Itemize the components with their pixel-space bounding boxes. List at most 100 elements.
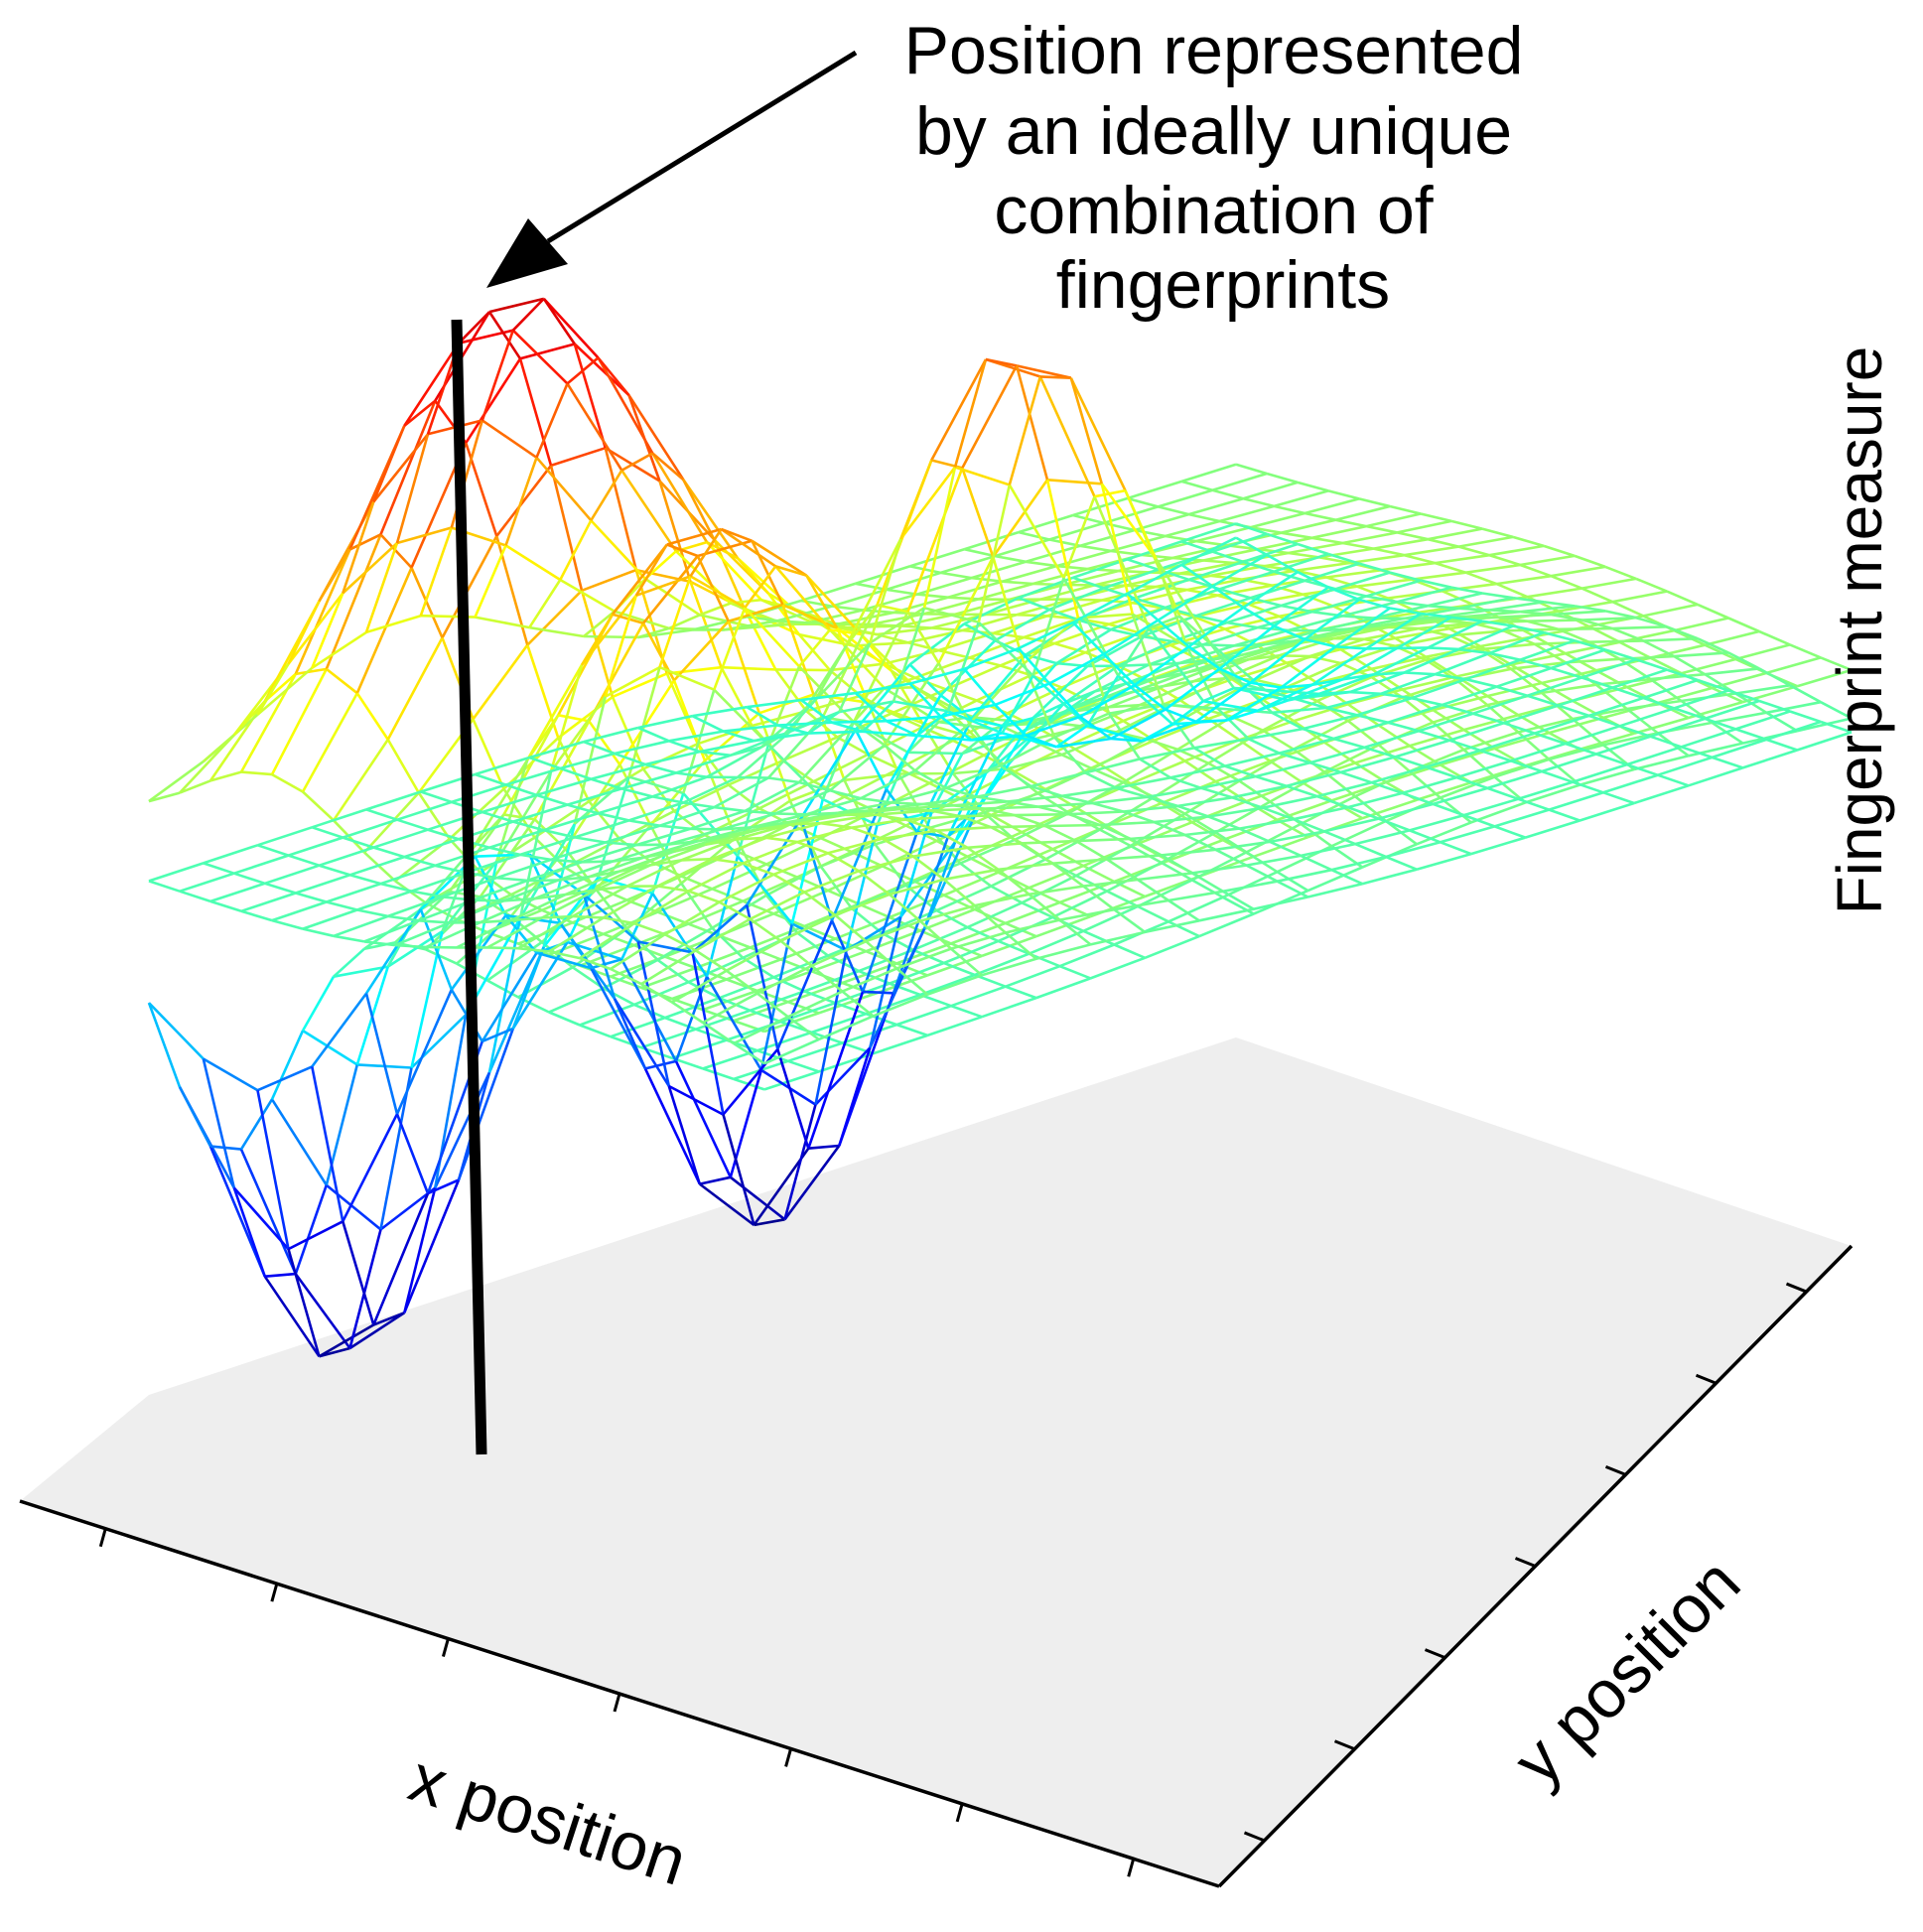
wireframe-segment — [668, 1084, 725, 1116]
wireframe-segment — [1366, 595, 1398, 604]
wireframe-segment — [620, 771, 677, 790]
wireframe-segment — [1103, 521, 1136, 532]
wireframe-segment — [971, 717, 1003, 728]
wireframe-segment — [1148, 615, 1180, 629]
wireframe-segment — [614, 740, 670, 756]
wireframe-segment — [950, 1004, 983, 1019]
wireframe-segment — [458, 311, 490, 345]
wireframe-segment — [1030, 771, 1086, 788]
wireframe-segment — [365, 614, 422, 634]
wireframe-segment — [749, 917, 782, 942]
wireframe-segment — [542, 298, 600, 359]
wireframe-segment — [1572, 718, 1604, 747]
wireframe-segment — [713, 688, 769, 746]
wireframe-segment — [805, 796, 862, 816]
wireframe-segment — [620, 469, 678, 552]
wireframe-segment — [270, 1098, 328, 1186]
wireframe-segment — [1087, 567, 1119, 573]
wireframe-segment — [1519, 638, 1576, 661]
wireframe-segment — [1059, 943, 1115, 968]
wireframe-segment — [1191, 851, 1248, 882]
wireframe-segment — [1389, 504, 1422, 515]
wireframe-segment — [704, 838, 737, 847]
wireframe-segment — [705, 856, 740, 978]
wireframe-segment — [148, 862, 205, 883]
wireframe-segment — [919, 903, 976, 923]
wireframe-segment — [605, 841, 636, 847]
wireframe-segment — [1416, 780, 1472, 802]
wireframe-segment — [1427, 620, 1483, 649]
wireframe-segment — [473, 898, 504, 902]
wireframe-segment — [1082, 929, 1115, 946]
wireframe-segment — [1169, 764, 1226, 779]
wireframe-segment — [1146, 795, 1178, 808]
wireframe-segment — [808, 1144, 840, 1150]
wireframe-segment — [318, 1323, 374, 1358]
wireframe-segment — [1650, 672, 1706, 681]
wireframe-segment — [691, 715, 725, 733]
wireframe-segment — [1281, 588, 1336, 608]
wireframe-segment — [1059, 907, 1115, 921]
wireframe-segment — [1241, 647, 1273, 657]
wireframe-segment — [612, 843, 668, 863]
wireframe-segment — [1211, 472, 1268, 492]
wireframe-segment — [899, 841, 957, 918]
wireframe-segment — [1742, 749, 1798, 769]
wireframe-segment — [395, 989, 453, 1115]
wireframe-segment — [1200, 786, 1233, 799]
wireframe-segment — [548, 950, 581, 960]
wireframe-segment — [1323, 817, 1380, 833]
wireframe-segment — [671, 969, 728, 1004]
wireframe-segment — [735, 849, 767, 866]
wireframe-segment — [380, 882, 412, 893]
wireframe-segment — [945, 786, 978, 798]
wireframe-segment — [325, 533, 382, 670]
wireframe-segment — [1411, 696, 1443, 707]
wireframe-segment — [1059, 964, 1091, 980]
wireframe-segment — [1253, 896, 1308, 910]
wireframe-segment — [1137, 904, 1169, 923]
wireframe-segment — [1519, 563, 1552, 578]
wireframe-segment — [1512, 535, 1545, 548]
wireframe-segment — [1387, 625, 1420, 630]
wireframe-segment — [889, 893, 921, 922]
wireframe-segment — [411, 871, 467, 893]
wireframe-segment — [946, 621, 981, 712]
wireframe-segment — [1418, 621, 1473, 630]
wireframe-segment — [1023, 662, 1056, 739]
wireframe-segment — [906, 611, 940, 664]
wireframe-segment — [703, 759, 738, 839]
wireframe-segment — [1246, 854, 1302, 867]
wireframe-segment — [1262, 806, 1295, 821]
wireframe-segment — [946, 725, 1004, 838]
wireframe-segment — [1519, 658, 1552, 670]
wireframe-segment — [922, 805, 980, 930]
wireframe-segment — [208, 1146, 266, 1278]
wireframe-segment — [963, 596, 1020, 625]
wireframe-segment — [971, 732, 1003, 742]
wireframe-segment — [882, 837, 914, 858]
annotation-line-4: fingerprints — [1056, 247, 1390, 323]
wireframe-segment — [1156, 585, 1187, 592]
wireframe-segment — [495, 465, 553, 537]
wireframe-segment — [862, 593, 918, 612]
wireframe-segment — [1479, 634, 1536, 648]
wireframe-segment — [818, 1051, 874, 1073]
wireframe-segment — [1428, 604, 1459, 611]
wireframe-segment — [481, 793, 537, 814]
wireframe-segment — [659, 665, 715, 691]
wireframe-segment — [803, 870, 860, 894]
wireframe-segment — [1442, 685, 1497, 707]
wireframe-segment — [1110, 534, 1167, 553]
wireframe-segment — [895, 947, 952, 970]
wireframe-segment — [1301, 842, 1356, 858]
wireframe-segment — [240, 909, 273, 922]
wireframe-segment — [641, 555, 699, 624]
wireframe-segment — [1520, 554, 1576, 567]
wireframe-segment — [968, 662, 1026, 725]
wireframe-segment — [855, 682, 910, 695]
wireframe-segment — [364, 542, 399, 633]
wireframe-segment — [179, 872, 235, 893]
wireframe-segment — [1565, 640, 1620, 655]
wireframe-segment — [475, 772, 506, 786]
